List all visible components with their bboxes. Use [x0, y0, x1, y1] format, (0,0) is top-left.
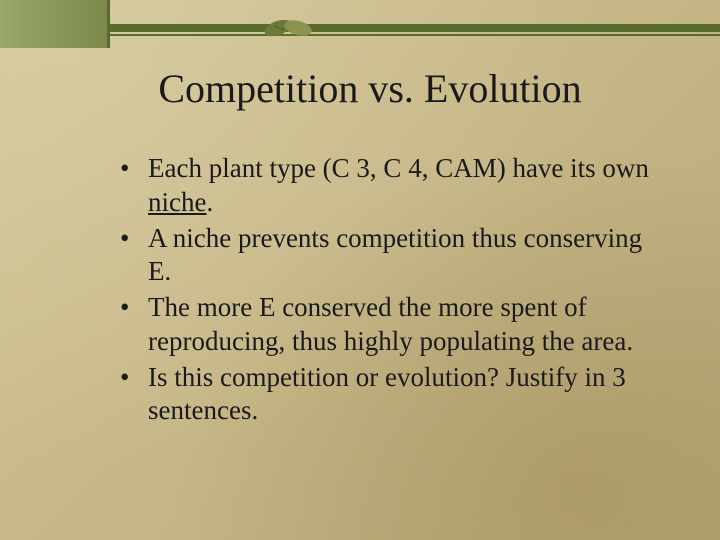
top-border-region [0, 0, 720, 48]
bullet-item: Is this competition or evolution? Justif… [120, 361, 660, 429]
bullet-text: The more E conserved the more spent of r… [148, 292, 633, 356]
bullet-text-post: . [206, 187, 213, 217]
bullet-item: A niche prevents competition thus conser… [120, 222, 660, 290]
bullet-item: The more E conserved the more spent of r… [120, 291, 660, 359]
bullet-text: A niche prevents competition thus conser… [148, 223, 642, 287]
bullet-text-underlined: niche [148, 187, 206, 217]
border-thin-line [32, 34, 720, 36]
slide-content: Competition vs. Evolution Each plant typ… [0, 65, 720, 430]
leaf-icon [260, 14, 320, 42]
bullet-list: Each plant type (C 3, C 4, CAM) have its… [100, 152, 660, 428]
slide-title: Competition vs. Evolution [80, 65, 660, 112]
bullet-text-pre: Each plant type (C 3, C 4, CAM) have its… [148, 153, 649, 183]
bullet-item: Each plant type (C 3, C 4, CAM) have its… [120, 152, 660, 220]
corner-accent-box [0, 0, 110, 48]
bullet-text: Is this competition or evolution? Justif… [148, 362, 626, 426]
border-thick-line [32, 24, 720, 32]
